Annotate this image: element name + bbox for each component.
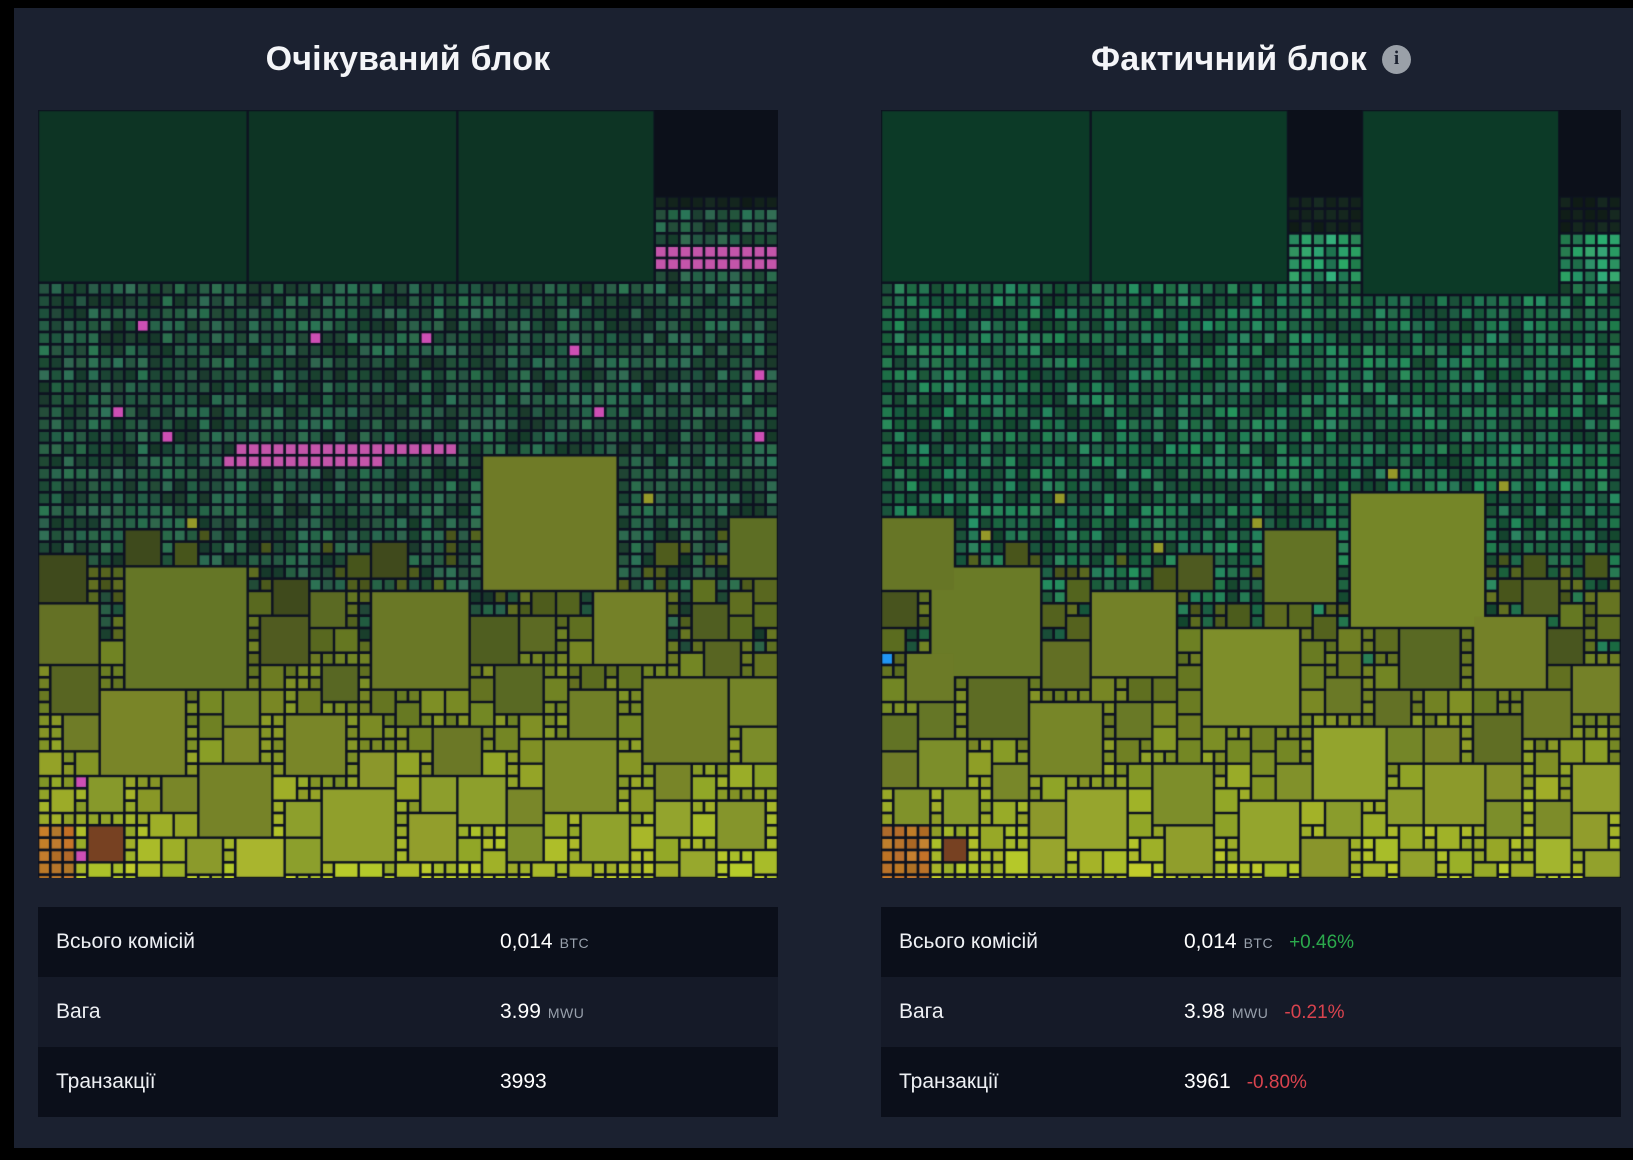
actual-block-column: Фактичний блок i Всього комісій 0,014 BT… (881, 8, 1621, 1117)
stat-delta: +0.46% (1289, 932, 1355, 953)
stat-unit: BTC (1243, 935, 1274, 951)
stat-value-group: 3.98 MWU -0.21% (1184, 1000, 1345, 1024)
stat-label: Всього комісій (899, 930, 1038, 953)
stat-value-group: 3961 -0.80% (1184, 1070, 1307, 1094)
stat-row-total-fees: Всього комісій 0,014 BTC +0.46% (881, 907, 1621, 977)
stat-row-transactions: Транзакції 3993 (38, 1047, 778, 1117)
stat-delta: -0.80% (1246, 1072, 1307, 1093)
stat-row-weight: Вага 3.99 MWU (38, 977, 778, 1047)
stat-label: Вага (899, 1000, 944, 1023)
actual-block-title: Фактичний блок (1091, 39, 1367, 78)
stat-unit: MWU (1231, 1005, 1269, 1021)
stat-value-group: 0,014 BTC (500, 930, 589, 954)
stat-unit: BTC (559, 935, 590, 951)
stat-value: 0,014 (1184, 930, 1237, 953)
stat-value: 0,014 (500, 930, 553, 953)
stat-value: 3993 (500, 1070, 547, 1093)
stat-value-group: 3.99 MWU (500, 1000, 584, 1024)
stat-delta: -0.21% (1284, 1002, 1345, 1023)
expected-block-title-row: Очікуваний блок (38, 8, 778, 110)
stat-row-total-fees: Всього комісій 0,014 BTC (38, 907, 778, 977)
info-icon[interactable]: i (1381, 44, 1411, 74)
expected-block-title: Очікуваний блок (265, 39, 551, 78)
stat-value-group: 0,014 BTC +0.46% (1184, 930, 1354, 954)
stat-value: 3.98 (1184, 1000, 1225, 1023)
stat-value: 3961 (1184, 1070, 1231, 1093)
stat-value: 3.99 (500, 1000, 541, 1023)
stat-unit: MWU (547, 1005, 585, 1021)
actual-block-stats-table: Всього комісій 0,014 BTC +0.46% Вага 3.9… (881, 907, 1621, 1117)
stat-label: Транзакції (899, 1070, 999, 1093)
stat-label: Всього комісій (56, 930, 195, 953)
expected-block-column: Очікуваний блок Всього комісій 0,014 BTC… (38, 8, 778, 1117)
stat-label: Транзакції (56, 1070, 156, 1093)
stat-row-weight: Вага 3.98 MWU -0.21% (881, 977, 1621, 1047)
expected-block-treemap[interactable] (38, 110, 778, 878)
stat-value-group: 3993 (500, 1070, 547, 1094)
actual-block-treemap[interactable] (881, 110, 1621, 878)
expected-block-stats-table: Всього комісій 0,014 BTC Вага 3.99 MWU (38, 907, 778, 1117)
stat-row-transactions: Транзакції 3961 -0.80% (881, 1047, 1621, 1117)
block-comparison-panel: Очікуваний блок Всього комісій 0,014 BTC… (14, 8, 1633, 1148)
stat-label: Вага (56, 1000, 101, 1023)
actual-block-title-row: Фактичний блок i (881, 8, 1621, 110)
